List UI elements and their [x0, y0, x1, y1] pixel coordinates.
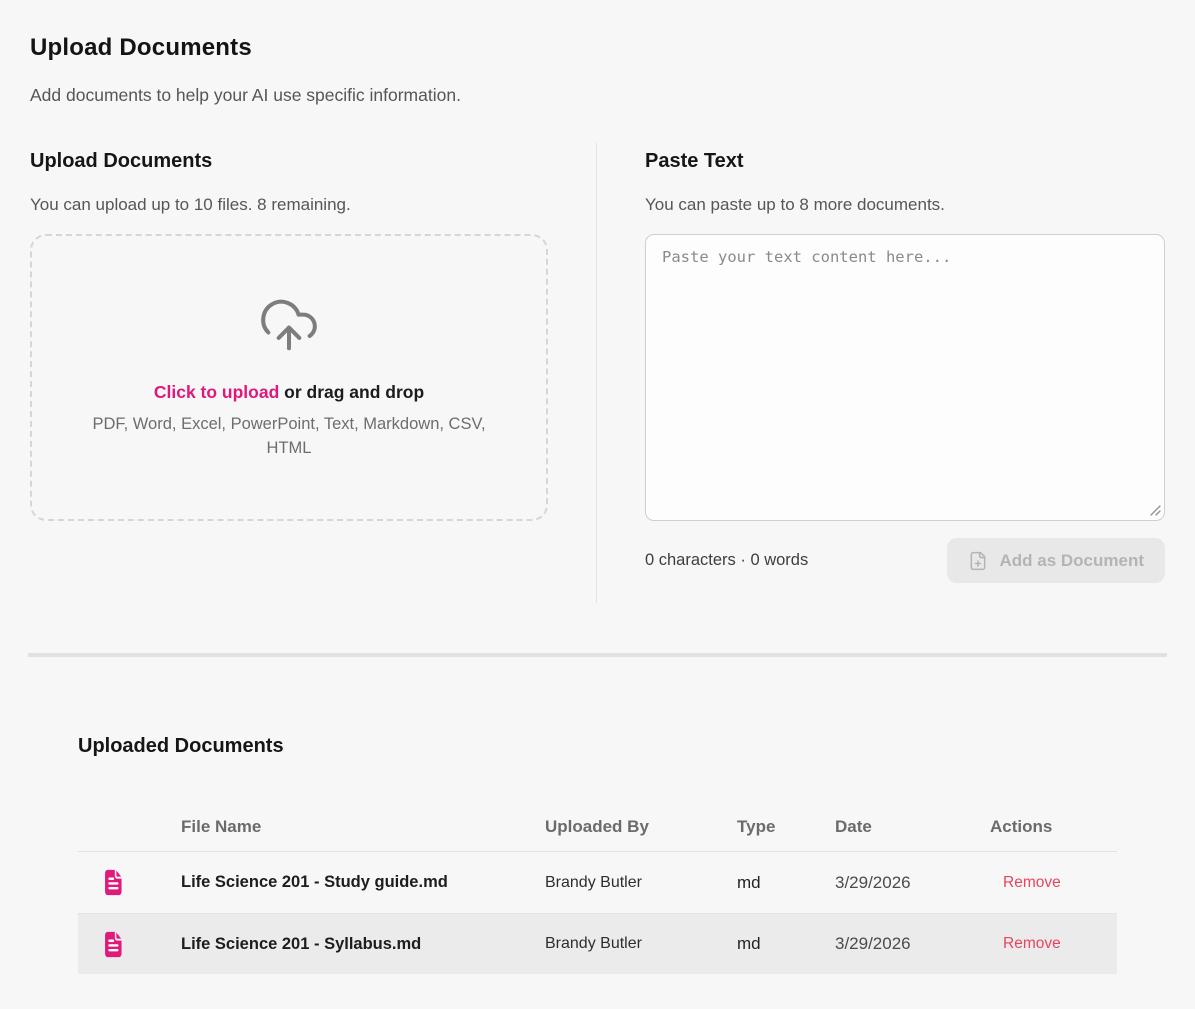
paste-helper-text: You can paste up to 8 more documents. — [645, 195, 945, 214]
column-header-uploaded-by: Uploaded By — [545, 816, 649, 836]
paste-section-heading: Paste Text — [645, 150, 744, 172]
uploaded-documents-heading: Uploaded Documents — [78, 735, 284, 757]
remove-document-button[interactable]: Remove — [1003, 873, 1061, 891]
actions-cell: Remove — [990, 935, 1117, 953]
actions-cell: Remove — [990, 874, 1117, 892]
uploaded-by-cell: Brandy Butler — [545, 935, 642, 952]
page-title: Upload Documents — [30, 34, 252, 61]
type-cell: md — [737, 934, 761, 953]
column-header-date: Date — [835, 816, 872, 836]
paste-text-section: Paste Text You can paste up to 8 more do… — [645, 150, 1165, 583]
drag-drop-text: or drag and drop — [279, 382, 425, 403]
file-plus-icon — [971, 551, 986, 570]
resize-handle-icon[interactable] — [1150, 505, 1161, 516]
column-header-file-name: File Name — [181, 816, 262, 836]
click-to-upload-link[interactable]: Click to upload — [153, 382, 280, 403]
paste-footer: 0 characters · 0 words Add as Document — [645, 538, 1165, 583]
upload-files-section: Upload Documents You can upload up to 10… — [30, 150, 548, 583]
table-row: Life Science 201 - Syllabus.md Brandy Bu… — [78, 913, 1117, 974]
remove-document-button[interactable]: Remove — [1003, 935, 1061, 952]
column-divider — [596, 143, 597, 603]
file-text-icon — [105, 869, 122, 896]
date-cell: 3/29/2026 — [835, 872, 911, 892]
file-name-cell: Life Science 201 - Study guide.md — [181, 873, 448, 891]
file-icon-cell — [78, 930, 181, 959]
column-header-type: Type — [737, 816, 776, 836]
file-dropzone[interactable]: Click to upload or drag and drop PDF, Wo… — [30, 234, 548, 521]
table-row: Life Science 201 - Study guide.md Brandy… — [78, 852, 1117, 913]
uploaded-documents-section: Uploaded Documents File Name Uploaded By… — [0, 735, 1195, 974]
upload-section-heading: Upload Documents — [30, 150, 213, 172]
date-cell: 3/29/2026 — [835, 934, 911, 953]
upload-paste-columns: Upload Documents You can upload up to 10… — [0, 143, 1195, 603]
file-name-cell: Life Science 201 - Syllabus.md — [181, 934, 422, 953]
page-subtitle: Add documents to help your AI use specif… — [30, 85, 461, 105]
file-text-icon — [105, 931, 122, 957]
column-header-actions: Actions — [990, 816, 1053, 836]
uploaded-by-cell: Brandy Butler — [545, 873, 642, 891]
file-icon-cell — [78, 868, 181, 897]
add-button-label: Add as Document — [999, 550, 1144, 570]
paste-textarea-wrap — [645, 234, 1165, 521]
upload-helper-text: You can upload up to 10 files. 8 remaini… — [30, 195, 351, 214]
section-divider — [28, 653, 1167, 657]
table-header-row: File Name Uploaded By Type Date Actions — [78, 802, 1117, 852]
character-counter: 0 characters · 0 words — [645, 551, 809, 569]
add-as-document-button[interactable]: Add as Document — [947, 538, 1165, 583]
type-cell: md — [737, 872, 761, 892]
accepted-formats: PDF, Word, Excel, PowerPoint, Text, Mark… — [92, 415, 486, 457]
paste-text-input[interactable] — [645, 234, 1165, 521]
cloud-upload-icon — [261, 299, 317, 351]
documents-table: File Name Uploaded By Type Date Actions … — [78, 802, 1117, 974]
dropzone-cta: Click to upload or drag and drop — [154, 382, 424, 403]
